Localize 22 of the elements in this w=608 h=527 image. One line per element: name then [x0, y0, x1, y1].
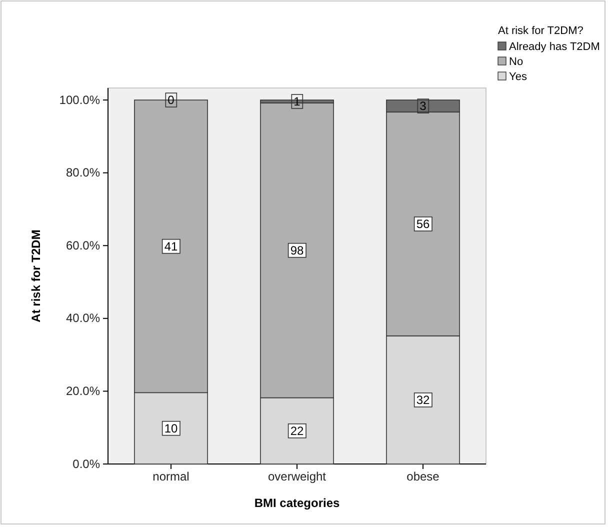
y-tick-label: 60.0% [66, 238, 100, 252]
x-axis-title: BMI categories [254, 496, 340, 510]
annotation: 41 [164, 239, 178, 254]
x-tick-label: overweight [268, 470, 327, 484]
legend-title: At risk for T2DM? [498, 25, 584, 37]
annotation: 98 [290, 243, 304, 258]
y-tick-label: 80.0% [66, 166, 100, 180]
annotation: 3 [420, 99, 427, 114]
legend-label: Already has T2DM [509, 41, 600, 53]
annotation: 32 [416, 392, 430, 407]
y-tick-label: 100.0% [59, 92, 100, 107]
annotation: 10 [164, 421, 178, 436]
annotation: 56 [416, 216, 430, 231]
y-axis-title: At risk for T2DM [29, 230, 43, 322]
annotation: 22 [290, 424, 304, 438]
y-tick-label: 0.0% [72, 456, 100, 471]
x-tick-label: normal [152, 470, 190, 484]
y-tick-label: 40.0% [66, 311, 100, 326]
x-tick-label: obese [406, 470, 440, 484]
legend-label: Yes [509, 71, 528, 83]
legend-label: No [509, 56, 524, 68]
y-tick-label: 20.0% [66, 384, 100, 398]
